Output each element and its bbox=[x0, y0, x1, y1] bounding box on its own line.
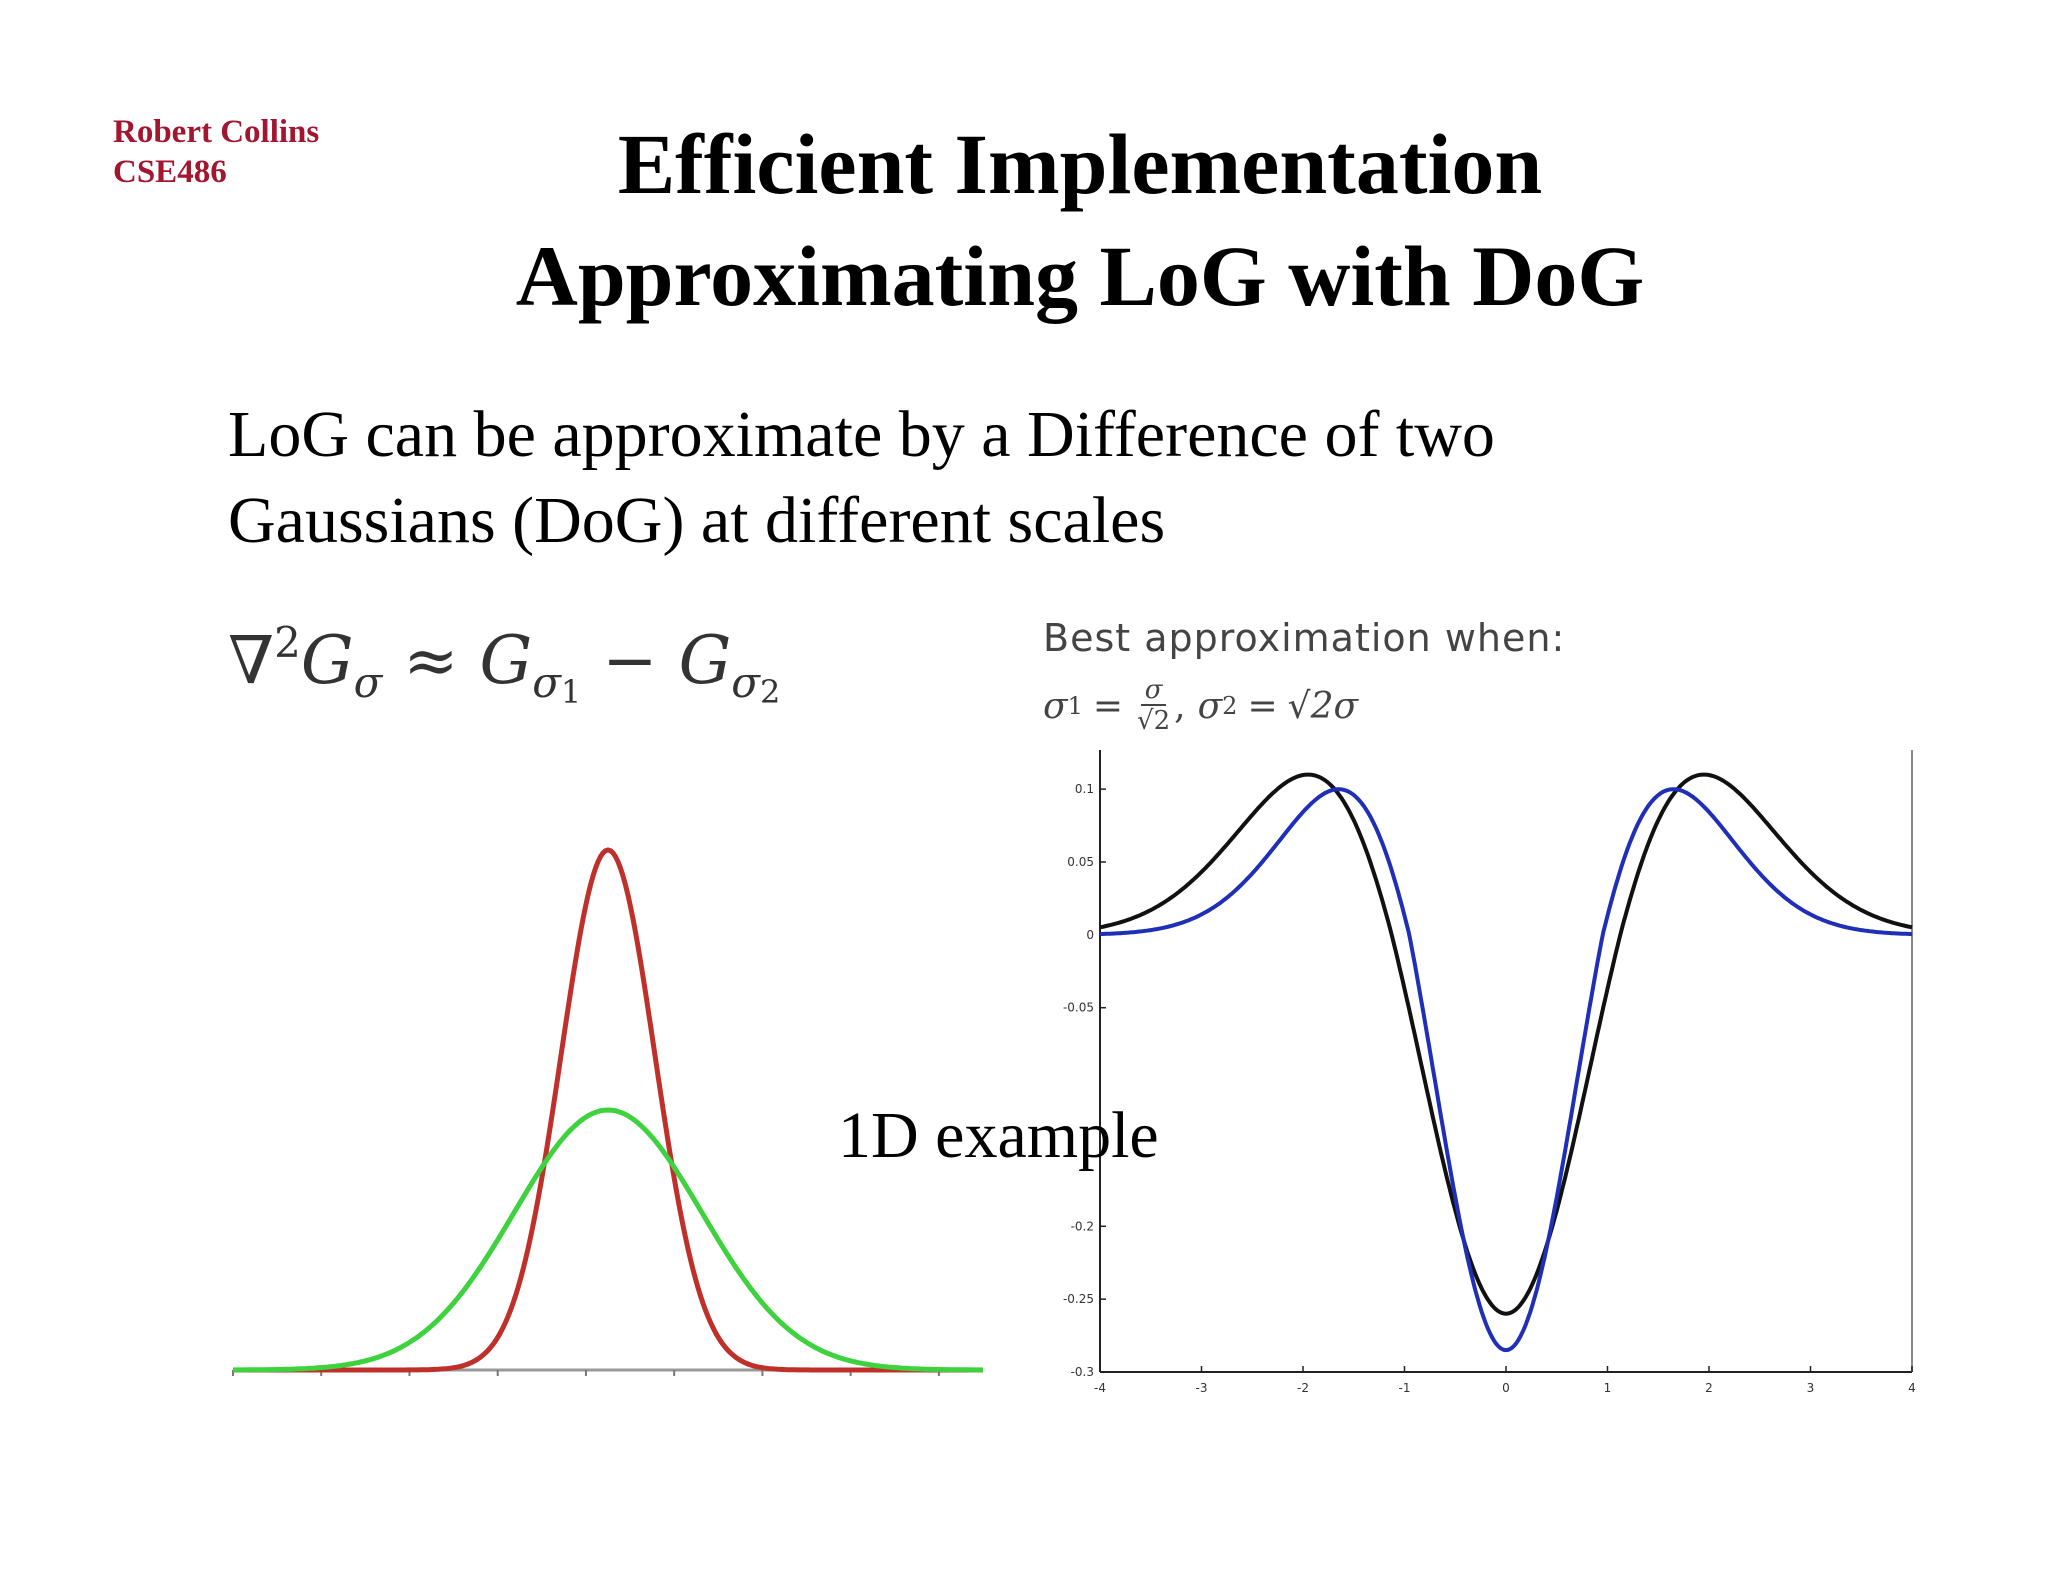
slide-title: Efficient Implementation Approximating L… bbox=[300, 108, 1860, 332]
formula-sub-1: 1 bbox=[560, 673, 582, 711]
sigma2-value: √2σ bbox=[1287, 685, 1359, 727]
best-approx-heading: Best approximation when: bbox=[1043, 616, 1566, 660]
dog-x-tick-label: -2 bbox=[1297, 1381, 1309, 1395]
formula-square: 2 bbox=[274, 618, 301, 667]
fraction-numerator: σ bbox=[1140, 676, 1167, 706]
slide-body: LoG can be approximate by a Difference o… bbox=[228, 392, 1928, 564]
sigma-fraction: σ √2 bbox=[1137, 676, 1170, 736]
one-d-caption: 1D example bbox=[838, 1099, 1159, 1172]
dog-x-tick-label: 0 bbox=[1502, 1381, 1510, 1395]
dog-y-tick-label: 0.1 bbox=[1075, 782, 1094, 796]
wide-gaussian-curve bbox=[233, 1107, 983, 1373]
dog-y-tick-label: -0.25 bbox=[1063, 1292, 1094, 1306]
dog-x-tick-label: -3 bbox=[1196, 1381, 1208, 1395]
formula-sub-2: 2 bbox=[759, 673, 781, 711]
nabla-symbol: ∇ bbox=[228, 622, 275, 699]
fraction-denominator: √2 bbox=[1137, 706, 1171, 736]
dog-y-tick-label: 0.05 bbox=[1067, 855, 1094, 869]
body-line-2: Gaussians (DoG) at different scales bbox=[228, 484, 1166, 557]
author-name: Robert Collins bbox=[113, 114, 320, 150]
sigma2-symbol: σ bbox=[1197, 685, 1223, 727]
dog-x-tick-label: -1 bbox=[1399, 1381, 1411, 1395]
dog-x-tick-label: 3 bbox=[1807, 1381, 1815, 1395]
formula-g-1: G bbox=[300, 622, 354, 699]
dog-y-tick-label: -0.05 bbox=[1063, 1001, 1094, 1015]
body-line-1: LoG can be approximate by a Difference o… bbox=[228, 398, 1495, 471]
equals-2: = bbox=[1247, 685, 1278, 727]
author-block: Robert Collins CSE486 bbox=[113, 112, 319, 192]
equals-1: = bbox=[1092, 685, 1124, 727]
dog-log-chart: -4 -3 -2 -1 0 1 2 3 4 0.1 0.05 0 -0.05 -0.2 -0.25 -0.3 bbox=[1063, 750, 1916, 1395]
dog-x-tick-label: 2 bbox=[1705, 1381, 1713, 1395]
formula-sigma-1: σ bbox=[353, 658, 383, 707]
dog-y-tick-label: -0.3 bbox=[1071, 1365, 1094, 1379]
log-curve bbox=[1099, 787, 1913, 1353]
formula-sigma-3: σ bbox=[731, 658, 760, 707]
dog-y-tick-label: -0.2 bbox=[1071, 1219, 1094, 1233]
formula-sigma-2: σ bbox=[532, 658, 561, 707]
formula-g-2: G bbox=[479, 622, 533, 699]
sigma2-sub: 2 bbox=[1222, 692, 1238, 720]
comma: , bbox=[1174, 685, 1186, 727]
dog-curve bbox=[1099, 772, 1913, 1316]
dog-x-tick-label: 4 bbox=[1908, 1381, 1916, 1395]
title-line-2: Approximating LoG with DoG bbox=[515, 228, 1645, 324]
dog-x-tick-label: -4 bbox=[1094, 1381, 1106, 1395]
approx-symbol: ≈ bbox=[403, 622, 459, 699]
title-line-1: Efficient Implementation bbox=[617, 116, 1543, 212]
gaussian-chart bbox=[232, 847, 983, 1376]
sigma1-symbol: σ bbox=[1043, 685, 1068, 727]
dog-y-tick-label: 0 bbox=[1086, 928, 1094, 942]
sigma1-sub: 1 bbox=[1067, 692, 1083, 720]
course-code: CSE486 bbox=[113, 154, 227, 190]
formula-g-3: G bbox=[678, 622, 732, 699]
minus-symbol: − bbox=[602, 622, 658, 699]
dog-formula: ∇2Gσ ≈ Gσ1 − Gσ2 bbox=[228, 618, 780, 711]
narrow-gaussian-curve bbox=[233, 847, 983, 1373]
dog-x-tick-label: 1 bbox=[1604, 1381, 1612, 1395]
